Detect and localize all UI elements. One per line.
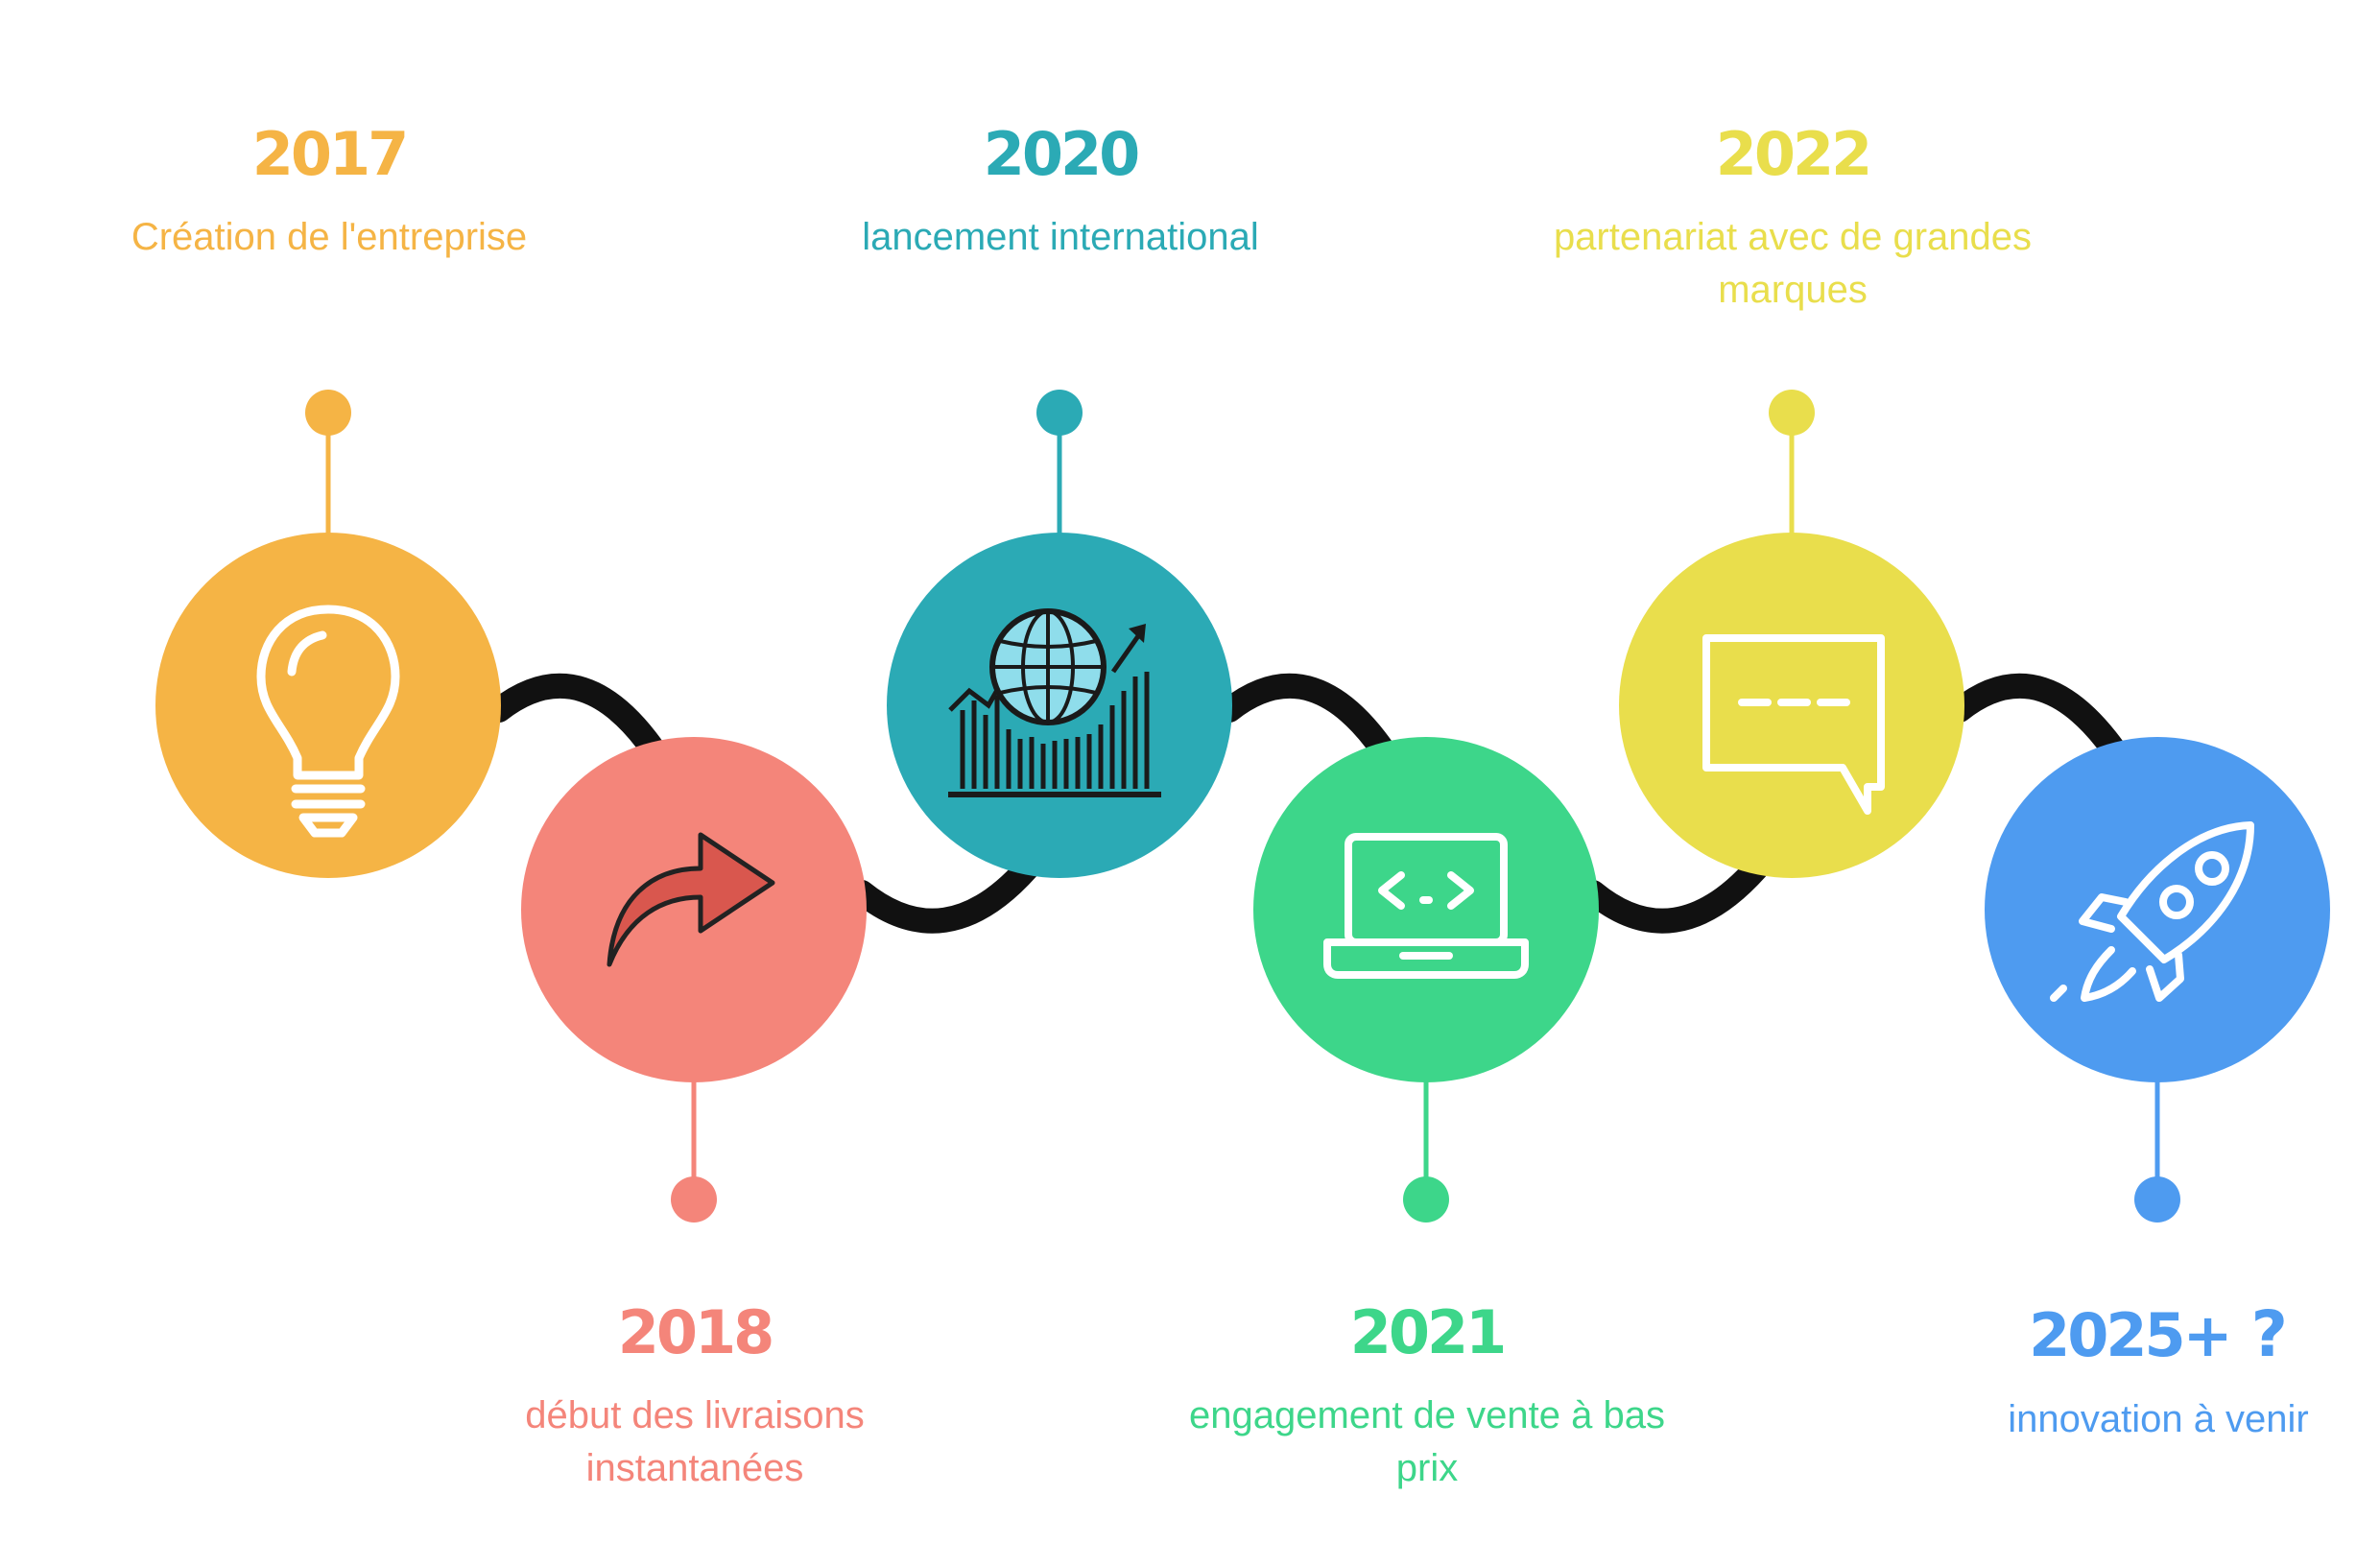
milestone-year: 2020 <box>983 119 1141 189</box>
dot-2018 <box>671 1176 717 1223</box>
circle-2018 <box>521 737 867 1082</box>
globe-growth-chart-icon <box>948 608 1161 797</box>
milestone-year: 2025+ <box>2029 1300 2233 1370</box>
milestone-label-2017: 2017 Création de l'entreprise <box>60 125 598 264</box>
milestone-year: 2022 <box>1715 119 1873 189</box>
connector-4-5 <box>1581 856 1769 934</box>
dots <box>305 390 2180 1223</box>
circle-2021 <box>1253 737 1599 1082</box>
circles <box>155 533 2330 1082</box>
connector-5-6 <box>1947 673 2135 775</box>
milestone-year: 2021 <box>1349 1297 1508 1367</box>
chat-bubble-icon <box>1702 634 1885 815</box>
share-arrow-icon <box>607 832 775 967</box>
dot-2017 <box>305 390 351 436</box>
circle-2025 <box>1985 737 2330 1082</box>
milestone-description: engagement de vente à bas prix <box>1189 1394 1665 1490</box>
question-mark: ? <box>2250 1297 2288 1371</box>
milestone-description: innovation à venir <box>2008 1398 2309 1440</box>
connectors <box>487 673 2135 934</box>
milestone-label-2025: 2025+? innovation à venir <box>1890 1303 2380 1446</box>
lightbulb-icon <box>256 605 400 838</box>
milestone-label-2018: 2018 début des livraisons instantanées <box>426 1303 964 1495</box>
milestone-description: partenariat avec de grandes marques <box>1553 216 2033 312</box>
connector-3-4 <box>1217 673 1404 775</box>
laptop-code-icon <box>1323 833 1529 979</box>
connector-2-3 <box>849 856 1039 934</box>
circle-2017 <box>155 533 501 878</box>
dot-2020 <box>1036 390 1083 436</box>
milestone-description: début des livraisons instantanées <box>525 1394 865 1490</box>
dot-2025 <box>2134 1176 2180 1223</box>
milestone-description: lancement international <box>862 216 1259 258</box>
connector-1-2 <box>487 673 675 775</box>
milestone-year: 2017 <box>251 119 410 189</box>
milestone-year: 2018 <box>617 1297 775 1367</box>
milestone-label-2022: 2022 partenariat avec de grandes marques <box>1524 125 2061 317</box>
milestone-year-row: 2025+? <box>1890 1303 2380 1366</box>
milestone-label-2020: 2020 lancement international <box>792 125 1329 264</box>
dot-2022 <box>1769 390 1815 436</box>
dot-2021 <box>1403 1176 1449 1223</box>
rocket-icon <box>2050 821 2254 1002</box>
milestone-label-2021: 2021 engagement de vente à bas prix <box>1158 1303 1696 1495</box>
milestone-description: Création de l'entreprise <box>131 216 528 258</box>
